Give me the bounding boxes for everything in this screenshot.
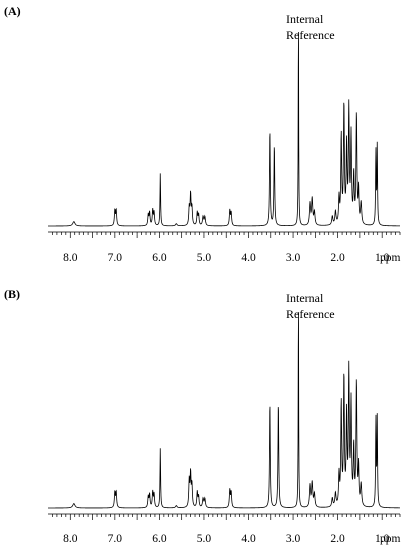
x-tick-label-a-0: 8.0 <box>63 252 78 264</box>
x-tick-label-b-1: 7.0 <box>108 533 123 545</box>
spectrum-panel-b: (B) Internal Reference 8.0 7.0 6.0 5.0 4.0 3.… <box>4 287 401 545</box>
x-tick-label-b-2: 6.0 <box>152 533 167 545</box>
panel-label-b: (B) <box>4 287 20 301</box>
annotation-line-2-b: Reference <box>286 307 335 321</box>
x-axis-label-b: ppm <box>380 533 401 545</box>
x-axis-label-a: ppm <box>380 252 401 264</box>
x-tick-label-a-1: 7.0 <box>108 252 123 264</box>
x-tick-label-b-5: 3.0 <box>286 533 301 545</box>
panel-label-a: (A) <box>4 4 21 18</box>
spectrum-panel-a: (A) Internal Reference 8.0 7.0 6.0 5.0 4.0 3.… <box>4 4 401 264</box>
x-tick-label-a-7: 1.0 <box>375 252 390 264</box>
x-tick-label-b-7: 1.0 <box>375 533 390 545</box>
annotation-line-1-b: Internal <box>286 291 324 305</box>
x-ticks-b: 8.0 7.0 6.0 5.0 4.0 3.0 2.0 1.0 <box>52 514 401 545</box>
annotation-line-2-a: Reference <box>286 28 335 42</box>
x-tick-label-a-5: 3.0 <box>286 252 301 264</box>
x-tick-label-a-4: 4.0 <box>241 252 256 264</box>
x-tick-label-a-6: 2.0 <box>330 252 345 264</box>
x-tick-label-b-3: 5.0 <box>197 533 212 545</box>
spectrum-line-b <box>48 312 400 509</box>
x-tick-label-b-6: 2.0 <box>330 533 345 545</box>
x-tick-label-b-4: 4.0 <box>241 533 256 545</box>
x-tick-label-a-3: 5.0 <box>197 252 212 264</box>
x-tick-label-b-0: 8.0 <box>63 533 78 545</box>
spectrum-line-a <box>48 31 400 227</box>
x-tick-label-a-2: 6.0 <box>152 252 167 264</box>
x-ticks-a: 8.0 7.0 6.0 5.0 4.0 3.0 2.0 1.0 <box>52 232 401 264</box>
annotation-line-1-a: Internal <box>286 12 324 26</box>
